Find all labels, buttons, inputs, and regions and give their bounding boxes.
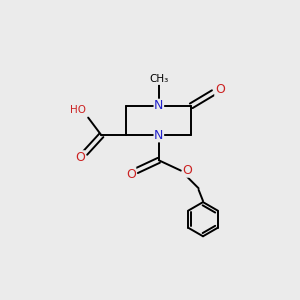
Text: N: N <box>154 99 164 112</box>
Text: HO: HO <box>70 105 86 115</box>
Text: CH₃: CH₃ <box>149 74 169 84</box>
Text: O: O <box>126 168 136 181</box>
Text: O: O <box>75 151 85 164</box>
Text: O: O <box>215 83 225 96</box>
Text: N: N <box>154 129 164 142</box>
Text: O: O <box>182 164 192 177</box>
